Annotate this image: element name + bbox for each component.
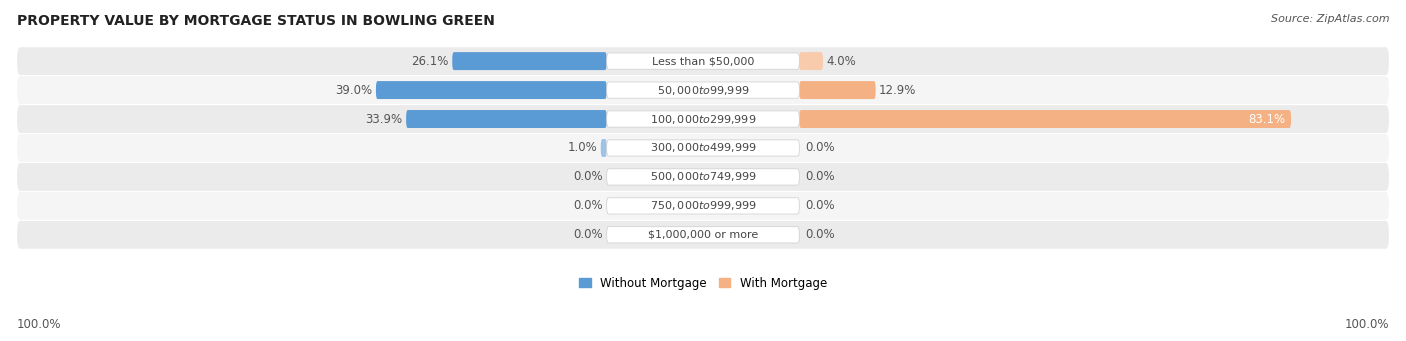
Legend: Without Mortgage, With Mortgage: Without Mortgage, With Mortgage xyxy=(574,272,832,294)
FancyBboxPatch shape xyxy=(17,47,1389,75)
Text: 4.0%: 4.0% xyxy=(827,55,856,68)
Text: $750,000 to $999,999: $750,000 to $999,999 xyxy=(650,199,756,212)
FancyBboxPatch shape xyxy=(406,110,606,128)
FancyBboxPatch shape xyxy=(17,163,1389,191)
Text: 100.0%: 100.0% xyxy=(1344,318,1389,331)
Text: 100.0%: 100.0% xyxy=(17,318,62,331)
Text: Less than $50,000: Less than $50,000 xyxy=(652,56,754,66)
FancyBboxPatch shape xyxy=(606,198,800,214)
Text: 0.0%: 0.0% xyxy=(804,228,834,241)
FancyBboxPatch shape xyxy=(375,81,606,99)
FancyBboxPatch shape xyxy=(800,52,823,70)
Text: 12.9%: 12.9% xyxy=(879,84,917,97)
FancyBboxPatch shape xyxy=(17,134,1389,162)
Text: 83.1%: 83.1% xyxy=(1249,113,1285,125)
FancyBboxPatch shape xyxy=(17,192,1389,220)
Text: Source: ZipAtlas.com: Source: ZipAtlas.com xyxy=(1271,14,1389,24)
Text: 33.9%: 33.9% xyxy=(366,113,402,125)
Text: $50,000 to $99,999: $50,000 to $99,999 xyxy=(657,84,749,97)
Text: 1.0%: 1.0% xyxy=(568,142,598,154)
Text: 0.0%: 0.0% xyxy=(574,228,603,241)
FancyBboxPatch shape xyxy=(17,105,1389,133)
Text: 39.0%: 39.0% xyxy=(336,84,373,97)
FancyBboxPatch shape xyxy=(453,52,606,70)
Text: 0.0%: 0.0% xyxy=(804,199,834,212)
Text: 0.0%: 0.0% xyxy=(574,199,603,212)
FancyBboxPatch shape xyxy=(606,111,800,127)
FancyBboxPatch shape xyxy=(17,76,1389,104)
FancyBboxPatch shape xyxy=(606,140,800,156)
Text: $1,000,000 or more: $1,000,000 or more xyxy=(648,230,758,240)
Text: $100,000 to $299,999: $100,000 to $299,999 xyxy=(650,113,756,125)
Text: $500,000 to $749,999: $500,000 to $749,999 xyxy=(650,170,756,183)
Text: 0.0%: 0.0% xyxy=(804,142,834,154)
Text: 0.0%: 0.0% xyxy=(574,170,603,183)
Text: $300,000 to $499,999: $300,000 to $499,999 xyxy=(650,142,756,154)
FancyBboxPatch shape xyxy=(17,221,1389,249)
FancyBboxPatch shape xyxy=(606,53,800,69)
FancyBboxPatch shape xyxy=(606,169,800,185)
FancyBboxPatch shape xyxy=(600,139,606,157)
Text: 26.1%: 26.1% xyxy=(412,55,449,68)
FancyBboxPatch shape xyxy=(800,110,1291,128)
FancyBboxPatch shape xyxy=(606,82,800,98)
Text: 0.0%: 0.0% xyxy=(804,170,834,183)
Text: PROPERTY VALUE BY MORTGAGE STATUS IN BOWLING GREEN: PROPERTY VALUE BY MORTGAGE STATUS IN BOW… xyxy=(17,14,495,28)
FancyBboxPatch shape xyxy=(606,227,800,243)
FancyBboxPatch shape xyxy=(800,81,876,99)
